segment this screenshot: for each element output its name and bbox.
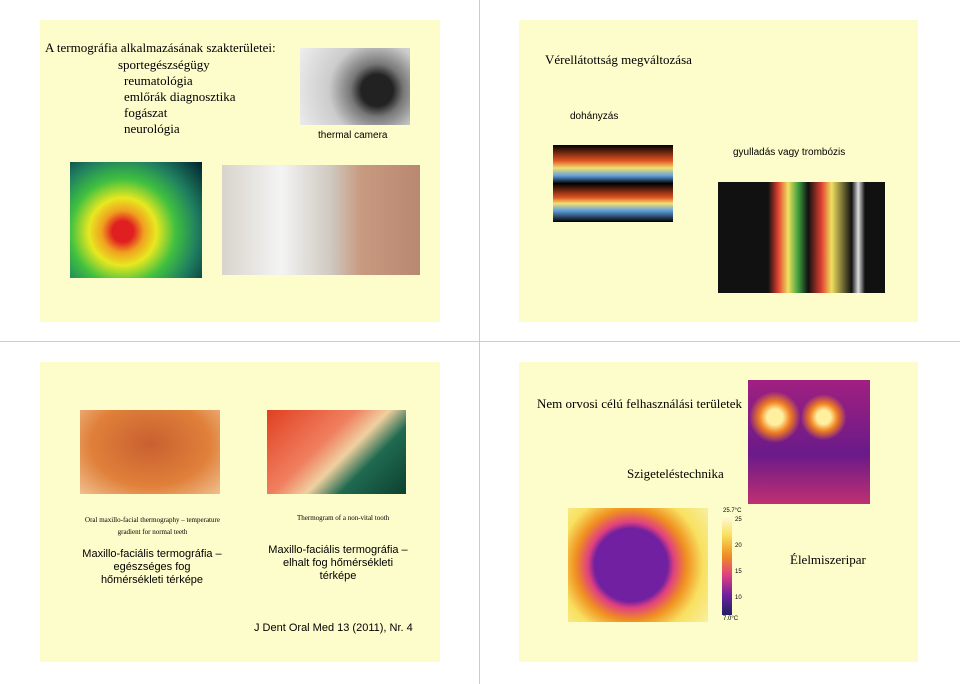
thermal-image (718, 182, 885, 293)
list-item: emlőrák diagnosztika (124, 89, 236, 104)
slide-title: Nem orvosi célú felhasználási területek (537, 396, 743, 411)
list-item: neurológia (124, 121, 180, 136)
thermal-image (70, 162, 202, 278)
list-item: reumatológia (124, 73, 193, 88)
list-item: sportegészségügy (118, 57, 210, 72)
label: Élelmiszeripar (790, 552, 866, 567)
scale-label: 25 (735, 517, 742, 523)
caption: Maxillo-faciális termográfia – elhalt fo… (268, 544, 408, 582)
label: gyulladás vagy trombózis (733, 147, 846, 158)
scale-label: 7.0°C (723, 616, 739, 622)
slide-title: Vérellátottság megváltozása (545, 52, 692, 67)
photo-image (222, 165, 420, 275)
slide-title: A termográfia alkalmazásának szakterület… (45, 40, 276, 55)
small-caption: Thermogram of a non-vital tooth (297, 514, 390, 522)
thermal-image (748, 380, 870, 504)
tooth-image (80, 410, 220, 494)
thermal-image (553, 145, 673, 222)
caption: thermal camera (318, 130, 388, 141)
camera-image (300, 48, 410, 125)
scale-label: 15 (735, 569, 742, 575)
list-item: fogászat (124, 105, 168, 120)
scale-label: 10 (735, 595, 742, 601)
slide (40, 362, 440, 662)
color-scale (722, 515, 732, 615)
scale-label: 20 (735, 543, 742, 549)
separator (479, 0, 480, 684)
caption: Maxillo-faciális termográfia – egészsége… (82, 548, 222, 586)
label: Szigeteléstechnika (627, 466, 724, 481)
citation: J Dent Oral Med 13 (2011), Nr. 4 (254, 622, 413, 634)
thermal-image (568, 508, 708, 622)
tooth-image (267, 410, 406, 494)
scale-label: 25.7°C (723, 508, 742, 514)
separator (0, 341, 960, 342)
small-caption: Oral maxillo-facial thermography – tempe… (85, 516, 220, 536)
label: dohányzás (570, 111, 619, 122)
